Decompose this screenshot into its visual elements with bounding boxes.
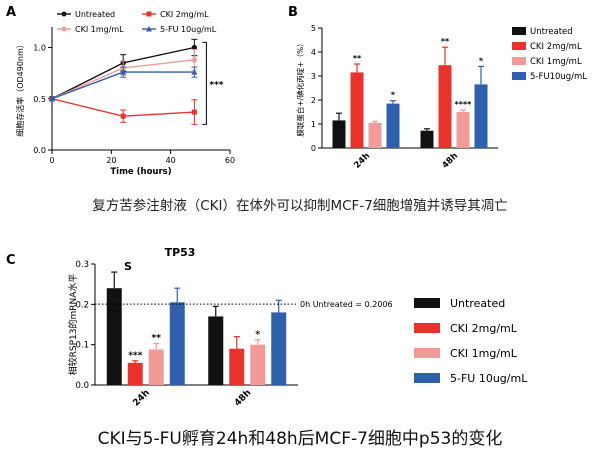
- panel-b-y-tick-label: 3: [311, 72, 316, 81]
- panel-b-y-tick-label: 2: [311, 96, 316, 105]
- panel-c-significance-label: ***: [128, 351, 142, 361]
- panel-a-point: [191, 44, 197, 51]
- panel-a-y-tick-label: 1.0: [33, 44, 46, 53]
- panel-c-legend-swatch: [414, 298, 440, 308]
- panel-b-y-tick-label: 4: [311, 48, 316, 57]
- panel-b-category-label: 48h: [440, 151, 460, 171]
- panel-b-significance-label: **: [441, 37, 450, 46]
- panel-c-letter: C: [6, 253, 16, 268]
- panel-a-significance-label: ***: [209, 80, 223, 90]
- panel-c-y-tick-label: 0.2: [75, 300, 89, 310]
- panel-b-bar: [386, 103, 400, 148]
- panel-c-bar: [106, 288, 122, 385]
- panel-a-legend-marker: [146, 11, 152, 17]
- panel-c-legend-swatch: [414, 373, 440, 383]
- panel-b-significance-label: ****: [455, 100, 473, 109]
- panel-a-y-tick-label: 0.0: [33, 146, 46, 155]
- caption-top: 复方苦参注射液（CKI）在体外可以抑制MCF-7细胞增殖并诱导其凋亡: [92, 198, 508, 214]
- panel-b-legend-label: 5-FU10ug/mL: [530, 72, 587, 82]
- panel-b: B 012345***24h*******48h膜联蛋白+/碘化丙啶+（%）Un…: [288, 5, 587, 171]
- panel-c-legend-swatch: [414, 323, 440, 333]
- panel-b-legend-swatch: [512, 27, 526, 35]
- panel-a-point: [191, 69, 198, 75]
- panel-b-legend-swatch: [512, 72, 526, 80]
- panel-b-bar: [350, 72, 364, 148]
- panel-c-bar: [169, 302, 185, 385]
- panel-a-y-axis-label: 细胞存活率（OD490nm）: [15, 40, 25, 137]
- panel-a-x-tick-label: 0: [49, 156, 54, 165]
- panel-c-legend-label: CKI 2mg/mL: [450, 322, 518, 335]
- panel-c-bar: [229, 348, 245, 385]
- panel-c-significance-label: **: [152, 333, 162, 343]
- panel-a-legend-marker: [146, 26, 152, 32]
- panel-b-legend-label: CKI 2mg/mL: [530, 42, 582, 52]
- panel-b-significance-label: *: [391, 91, 396, 100]
- panel-b-bar: [332, 120, 346, 148]
- panel-a-point: [120, 69, 127, 75]
- panel-c-legend-label: 5-FU 10ug/mL: [450, 372, 528, 385]
- panel-a-point: [191, 109, 197, 115]
- panel-a-legend-label: CKI 2mg/mL: [160, 10, 209, 19]
- panel-a-y-tick-label: 0.5: [33, 95, 46, 104]
- panel-a-x-tick-label: 60: [225, 156, 235, 165]
- panel-c-y-axis-label: 相较RSP13的mRNA水平: [67, 274, 79, 376]
- panel-c-annotation: S: [124, 260, 132, 273]
- panel-c-bar: [250, 344, 266, 385]
- panel-c-title: TP53: [165, 246, 196, 259]
- panel-b-y-tick-label: 0: [311, 144, 316, 153]
- panel-b-significance-label: **: [353, 54, 362, 63]
- panel-b-bar: [420, 130, 434, 148]
- panel-b-y-tick-label: 5: [311, 24, 316, 33]
- panel-c-legend-swatch: [414, 348, 440, 358]
- panel-c-legend-label: Untreated: [450, 297, 505, 310]
- panel-a-legend-marker: [61, 11, 67, 17]
- panel-c-reference-label: 0h Untreated = 0.2006: [300, 300, 393, 309]
- panel-a-legend-label: Untreated: [75, 10, 115, 19]
- panel-b-significance-label: *: [479, 56, 484, 65]
- panel-a-legend-label: CKI 1mg/mL: [75, 25, 124, 34]
- panel-c-significance-label: *: [255, 330, 260, 340]
- panel-b-letter: B: [288, 5, 298, 20]
- panel-b-legend-label: Untreated: [530, 27, 573, 37]
- panel-a-significance-bracket: [202, 41, 207, 125]
- panel-c-bar: [208, 316, 224, 385]
- panel-a-letter: A: [6, 5, 16, 20]
- panel-c-category-label: 24h: [131, 388, 151, 408]
- panel-b-bar: [474, 84, 488, 148]
- panel-a-legend-label: 5-FU 10ug/mL: [160, 25, 217, 34]
- panel-c-y-tick-label: 0.1: [75, 341, 89, 351]
- panel-c-y-tick-label: 0.3: [75, 260, 89, 270]
- panel-b-y-axis-label: 膜联蛋白+/碘化丙啶+（%）: [295, 39, 305, 136]
- panel-c-legend-label: CKI 1mg/mL: [450, 347, 518, 360]
- panel-b-bar: [368, 122, 382, 148]
- panel-a-x-tick-label: 20: [106, 156, 116, 165]
- caption-bottom: CKI与5-FU孵育24h和48h后MCF-7细胞中p53的变化: [97, 429, 503, 449]
- panel-b-bar: [456, 112, 470, 148]
- panel-a: A 0.0 0.5 1.0 0 20 40 60 Time (hours) 细胞存活率（OD49…: [6, 5, 235, 177]
- panel-b-legend-swatch: [512, 57, 526, 65]
- panel-b-bar: [438, 65, 452, 148]
- panel-a-point: [49, 95, 55, 102]
- panel-a-point: [120, 113, 126, 119]
- panel-b-y-tick-label: 1: [311, 120, 316, 129]
- panel-c-bar: [127, 362, 143, 385]
- panel-c-bar: [148, 349, 164, 385]
- panel-a-x-tick-label: 40: [166, 156, 176, 165]
- panel-a-legend-marker: [61, 26, 67, 32]
- panel-c-y-tick-label: 0.0: [75, 381, 89, 391]
- panel-b-category-label: 24h: [352, 151, 372, 171]
- panel-b-legend-swatch: [512, 42, 526, 50]
- panel-a-point: [191, 57, 197, 63]
- panel-b-legend-label: CKI 1mg/mL: [530, 57, 582, 67]
- panel-c-category-label: 48h: [233, 388, 253, 408]
- panel-a-x-axis-label: Time (hours): [110, 167, 171, 177]
- panel-c-bar: [271, 312, 287, 385]
